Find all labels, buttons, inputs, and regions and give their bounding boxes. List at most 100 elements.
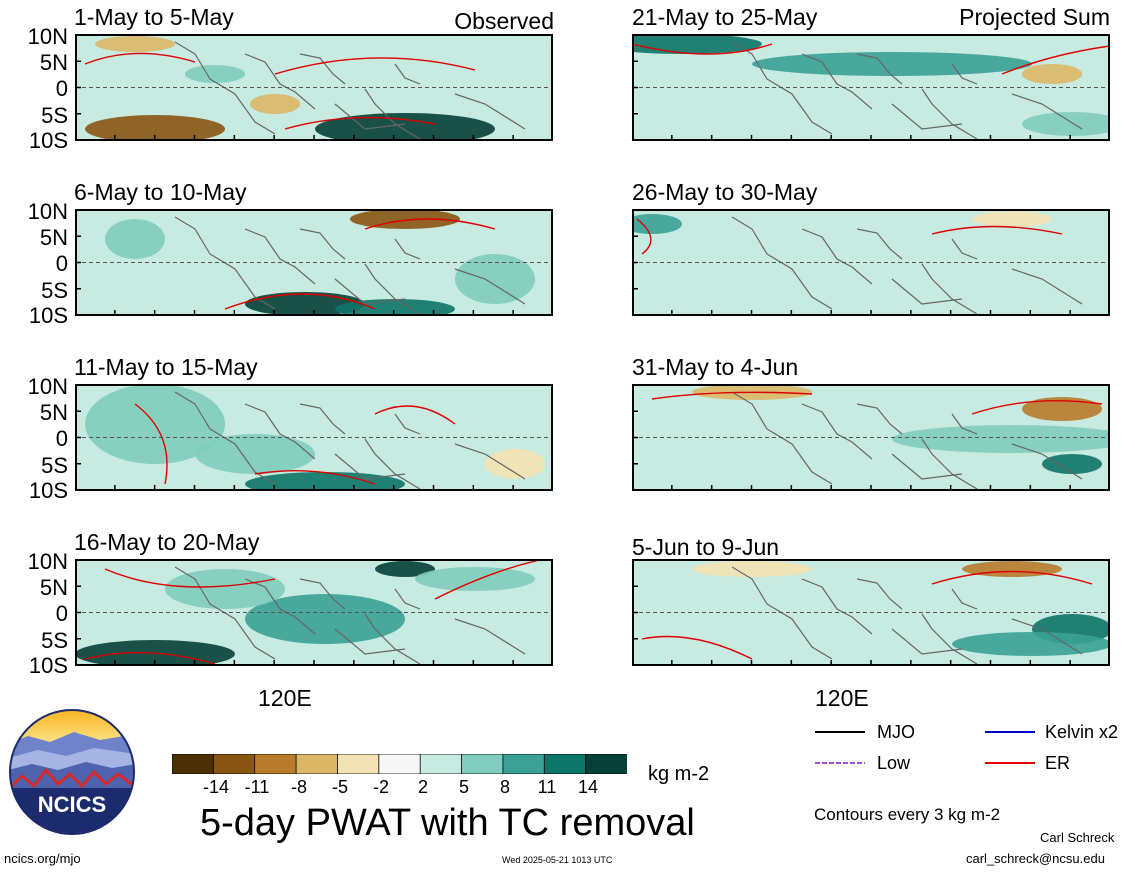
- lat-10n: 10N: [27, 374, 68, 399]
- pwat-anomaly-region: [972, 211, 1052, 227]
- er-contour: [641, 570, 1093, 660]
- pwat-anomaly-region: [250, 94, 300, 114]
- lat-5s: 5S: [41, 453, 68, 478]
- panel-title-7: 31-May to 4-Jun: [632, 354, 799, 380]
- panel-title-2: 6-May to 10-May: [74, 179, 247, 205]
- lat-10s: 10S: [28, 653, 68, 678]
- map-svg: [632, 34, 1110, 141]
- panel-title-3: 11-May to 15-May: [74, 354, 258, 380]
- colorbar-swatch: [254, 753, 297, 775]
- panel-title-5: 21-May to 25-May: [632, 4, 818, 30]
- pwat-anomaly-region: [632, 34, 762, 54]
- lon-label-left: 120E: [258, 685, 312, 711]
- er-contour: [651, 391, 1103, 415]
- observed-label: Observed: [454, 8, 554, 34]
- pwat-anomaly-region: [952, 632, 1110, 656]
- colorbar-swatch: [212, 753, 256, 775]
- colorbar-swatch: [378, 753, 422, 775]
- pwat-anomaly-region: [195, 434, 315, 474]
- pwat-anomaly-region: [185, 65, 245, 83]
- timestamp: Wed 2025-05-21 1013 UTC: [502, 855, 613, 865]
- lat-10n: 10N: [27, 199, 68, 224]
- pwat-anomaly-region: [95, 36, 175, 52]
- pwat-anomaly-region: [672, 107, 1072, 131]
- colorbar-label: -11: [244, 777, 270, 797]
- pwat-anomaly-region: [245, 292, 365, 316]
- pwat-anomaly-region: [350, 209, 460, 229]
- pwat-anomaly-region: [892, 425, 1110, 453]
- pwat-anomaly-region: [395, 39, 553, 59]
- pwat-anomaly-region: [455, 254, 535, 304]
- map-panel: [632, 384, 1110, 491]
- lat-10s: 10S: [28, 303, 68, 328]
- lat-10s: 10S: [28, 478, 68, 503]
- main-title: 5-day PWAT with TC removal: [200, 802, 695, 844]
- er-contour: [224, 218, 496, 310]
- pwat-anomaly-region: [692, 229, 772, 249]
- colorbar-label: -14: [202, 777, 229, 797]
- er-contour: [134, 403, 456, 485]
- coastline: [174, 566, 526, 665]
- map-svg: [75, 34, 553, 141]
- colorbar-swatch: [461, 753, 504, 775]
- lat-10n: 10N: [27, 24, 68, 49]
- pwat-anomaly-region: [692, 561, 812, 577]
- pwat-anomaly-region: [315, 113, 495, 141]
- colorbar-label: 11: [537, 777, 557, 797]
- colorbar-label: -8: [290, 777, 307, 797]
- coastline: [174, 391, 526, 490]
- map-svg: [75, 209, 553, 316]
- map-svg: [632, 384, 1110, 491]
- author-email[interactable]: carl_schreck@ncsu.edu: [966, 851, 1105, 866]
- map-panel: [75, 34, 553, 141]
- lon-label-right: 120E: [815, 685, 869, 711]
- projected-sum-label: Projected Sum: [959, 4, 1110, 30]
- coastline: [174, 216, 526, 315]
- map-panel: [632, 209, 1110, 316]
- lat-5s: 5S: [41, 103, 68, 128]
- colorbar-swatch: [171, 753, 215, 775]
- panel-title-1: 1-May to 5-May: [74, 4, 234, 30]
- lat-eq: 0: [55, 251, 68, 276]
- legend-label-kelvin: Kelvin x2: [1045, 722, 1119, 742]
- legend-label-er: ER: [1045, 753, 1071, 773]
- pwat-anomaly-region: [415, 567, 535, 591]
- pwat-anomaly-region: [1042, 454, 1102, 474]
- legend-lines: [815, 731, 1035, 764]
- map-panel: [632, 559, 1110, 666]
- pwat-anomaly-region: [485, 449, 545, 479]
- coastline: [731, 41, 1083, 140]
- coastline: [731, 566, 1083, 665]
- lat-eq: 0: [55, 76, 68, 101]
- colorbar-swatch: [419, 753, 463, 775]
- colorbar-label: 5: [458, 777, 469, 797]
- map-svg: [632, 209, 1110, 316]
- pwat-anomaly-region: [85, 115, 225, 141]
- lat-5n: 5N: [39, 225, 68, 250]
- pwat-anomaly-region: [752, 52, 1032, 76]
- colorbar-swatch: [295, 753, 339, 775]
- colorbar-label: 8: [499, 777, 510, 797]
- colorbar-label: -5: [331, 777, 348, 797]
- lat-5n: 5N: [39, 50, 68, 75]
- pwat-anomaly-region: [1022, 397, 1102, 421]
- lat-5s: 5S: [41, 628, 68, 653]
- website-link[interactable]: ncics.org/mjo: [4, 851, 81, 866]
- colorbar-swatch: [502, 753, 546, 775]
- er-contour: [84, 52, 476, 130]
- pwat-anomaly-region: [375, 561, 435, 577]
- coastline: [731, 391, 1083, 490]
- contour-note: Contours every 3 kg m-2: [814, 805, 1001, 824]
- coastline: [174, 41, 526, 140]
- lat-5n: 5N: [39, 575, 68, 600]
- colorbar-label: 14: [577, 777, 599, 797]
- panel-title-6: 26-May to 30-May: [632, 179, 818, 205]
- map-svg: [75, 384, 553, 491]
- pwat-anomaly-region: [962, 561, 1062, 577]
- map-panel: [75, 559, 553, 666]
- legend-label-low: Low: [877, 753, 911, 773]
- pwat-anomaly-region: [185, 249, 265, 289]
- pwat-anomaly-region: [1022, 112, 1110, 136]
- colorbar-units: kg m-2: [648, 763, 710, 785]
- colorbar: [171, 753, 628, 775]
